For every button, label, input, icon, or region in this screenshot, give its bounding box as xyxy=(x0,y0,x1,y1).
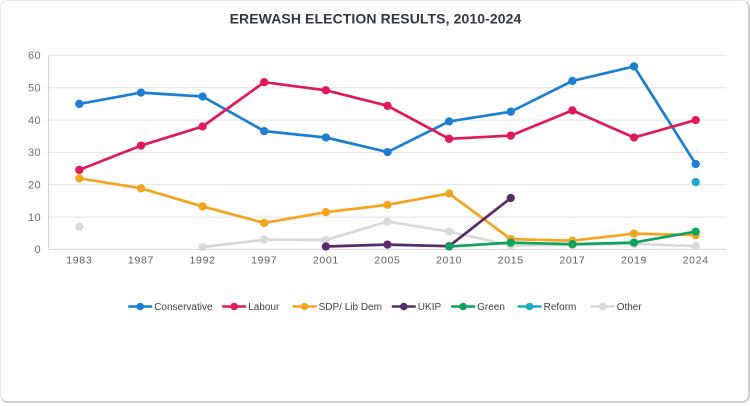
svg-text:1987: 1987 xyxy=(128,255,154,267)
svg-text:50: 50 xyxy=(28,83,41,95)
svg-text:2001: 2001 xyxy=(313,255,339,267)
svg-text:2010: 2010 xyxy=(436,255,462,267)
svg-text:Other: Other xyxy=(617,302,643,313)
svg-text:2015: 2015 xyxy=(498,255,524,267)
svg-text:Green: Green xyxy=(477,302,505,313)
svg-text:10: 10 xyxy=(28,212,41,224)
svg-text:UKIP: UKIP xyxy=(418,302,442,313)
svg-text:SDP/ Lib Dem: SDP/ Lib Dem xyxy=(319,302,382,313)
svg-text:30: 30 xyxy=(28,147,41,159)
svg-text:1997: 1997 xyxy=(251,255,277,267)
svg-text:Conservative: Conservative xyxy=(154,302,213,313)
svg-text:40: 40 xyxy=(28,115,41,127)
svg-text:1983: 1983 xyxy=(66,255,92,267)
svg-text:Reform: Reform xyxy=(544,302,577,313)
svg-text:1992: 1992 xyxy=(190,255,216,267)
svg-text:Labour: Labour xyxy=(248,302,280,313)
svg-text:2024: 2024 xyxy=(683,255,709,267)
svg-text:60: 60 xyxy=(28,50,41,62)
svg-text:EREWASH ELECTION RESULTS, 2010: EREWASH ELECTION RESULTS, 2010-2024 xyxy=(230,10,522,26)
svg-text:2005: 2005 xyxy=(374,255,400,267)
svg-text:0: 0 xyxy=(34,244,41,256)
svg-text:2019: 2019 xyxy=(621,255,647,267)
svg-text:2017: 2017 xyxy=(559,255,585,267)
svg-text:20: 20 xyxy=(28,180,41,192)
